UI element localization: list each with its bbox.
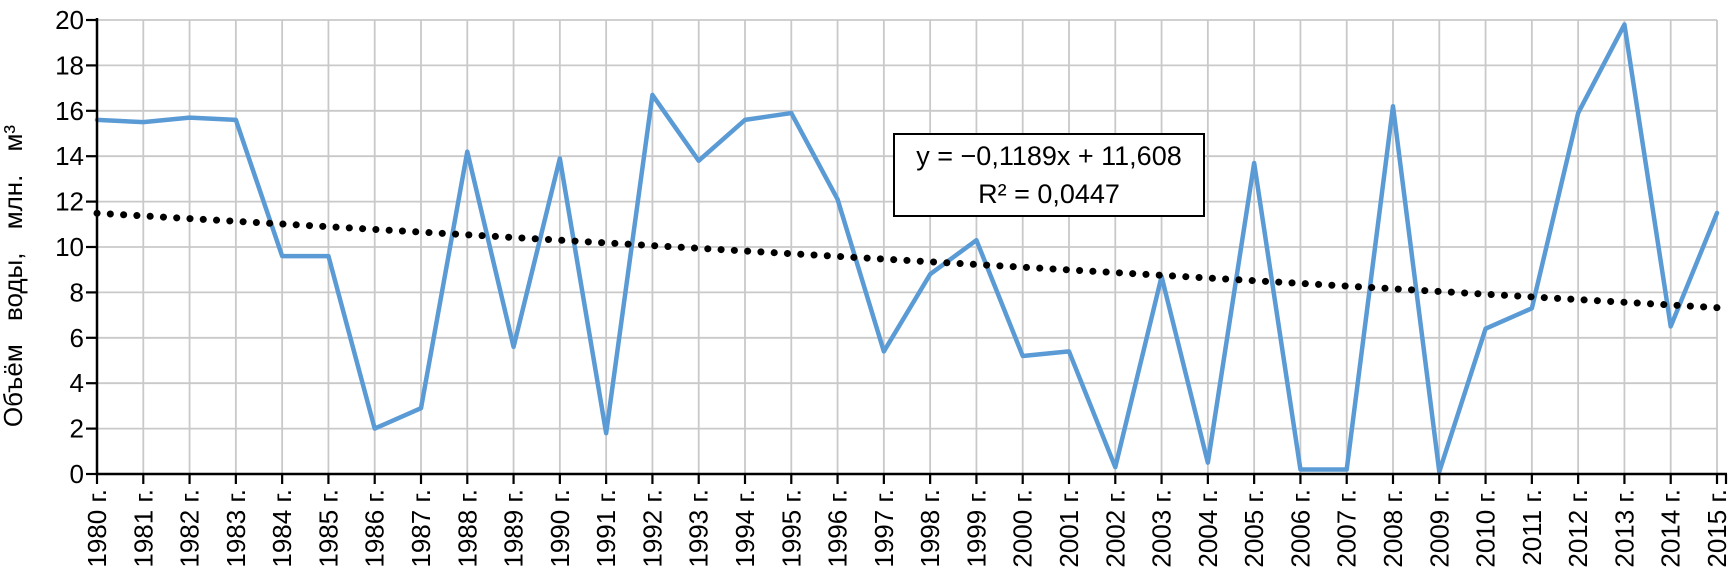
x-tick-label: 1989 г.	[499, 489, 529, 568]
x-tick-label: 1982 г.	[175, 489, 205, 568]
x-tick-label: 1995 г.	[776, 489, 806, 568]
x-tick-label: 2015 г.	[1702, 489, 1732, 568]
x-tick-label: 1983 г.	[221, 489, 251, 568]
x-tick-label: 1994 г.	[730, 489, 760, 568]
y-tick-label: 10	[55, 232, 84, 262]
x-tick-label: 1981 г.	[128, 489, 158, 568]
y-tick-label: 14	[55, 141, 84, 171]
x-tick-label: 1993 г.	[684, 489, 714, 568]
trend-equation-line: y = −0,1189x + 11,608	[916, 141, 1182, 171]
x-tick-label: 2009 г.	[1424, 489, 1454, 568]
y-tick-label: 20	[55, 5, 84, 35]
axes	[86, 18, 1728, 484]
linear-trendline	[93, 209, 1721, 312]
x-tick-label: 2010 г.	[1471, 489, 1501, 568]
x-tick-label: 2004 г.	[1193, 489, 1223, 568]
x-tick-label: 1986 г.	[360, 489, 390, 568]
x-tick-label: 1997 г.	[869, 489, 899, 568]
x-tick-label: 2003 г.	[1147, 489, 1177, 568]
gridlines	[96, 19, 1718, 475]
x-tick-label: 2002 г.	[1100, 489, 1130, 568]
x-tick-label: 1996 г.	[823, 489, 853, 568]
x-tick-label: 1992 г.	[637, 489, 667, 568]
y-tick-label: 6	[70, 323, 84, 353]
axis-tick-labels: 0 2 4 6 8 10 12 14 16 18 20 1980 г. 1981 г. 1982 г. 19…	[55, 5, 1732, 568]
y-axis-title: Объём воды, млн. м³	[0, 125, 28, 428]
trend-equation-box: y = −0,1189x + 11,608 R² = 0,0447	[893, 133, 1205, 217]
x-tick-label: 1984 г.	[267, 489, 297, 568]
x-tick-label: 2008 г.	[1378, 489, 1408, 568]
x-tick-label: 1988 г.	[452, 489, 482, 568]
x-tick-label: 1998 г.	[915, 489, 945, 568]
x-tick-label: 2005 г.	[1239, 489, 1269, 568]
x-tick-label: 1999 г.	[961, 489, 991, 568]
x-tick-label: 2006 г.	[1285, 489, 1315, 568]
y-tick-label: 16	[55, 96, 84, 126]
y-tick-label: 0	[70, 459, 84, 489]
x-tick-label: 1987 г.	[406, 489, 436, 568]
data-series	[93, 22, 1721, 474]
x-tick-label: 2000 г.	[1008, 489, 1038, 568]
trend-rsquared-line: R² = 0,0447	[978, 179, 1120, 209]
x-tick-label: 1990 г.	[545, 489, 575, 568]
x-tick-label: 1985 г.	[313, 489, 343, 568]
y-tick-label: 12	[55, 187, 84, 217]
y-tick-label: 18	[55, 50, 84, 80]
x-tick-label: 1980 г.	[82, 489, 112, 568]
x-tick-label: 2013 г.	[1609, 489, 1639, 568]
x-tick-label: 2007 г.	[1332, 489, 1362, 568]
x-tick-label: 2011 г.	[1517, 489, 1547, 566]
x-tick-label: 2014 г.	[1656, 489, 1686, 568]
y-tick-label: 4	[70, 368, 84, 398]
water-volume-line	[94, 22, 1720, 474]
y-tick-label: 8	[70, 277, 84, 307]
x-tick-label: 1991 г.	[591, 489, 621, 568]
x-tick-label: 2001 г.	[1054, 489, 1084, 568]
x-tick-label: 2012 г.	[1563, 489, 1593, 568]
y-tick-label: 2	[70, 414, 84, 444]
